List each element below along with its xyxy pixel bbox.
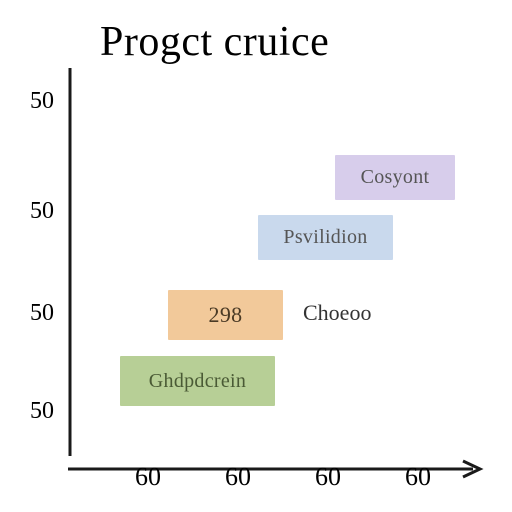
block-label: Cosyont [361,166,430,189]
block-label: 298 [209,302,243,328]
block-ghdpdcrein: Ghdpdcrein [120,356,275,406]
y-tick: 50 [30,198,54,225]
y-tick: 50 [30,88,54,115]
y-axis [68,68,71,468]
x-tick: 60 [135,462,161,492]
x-tick: 60 [405,462,431,492]
block-298: 298 [168,290,283,340]
block-cosyont: Cosyont [335,155,455,200]
block-psvilidion: Psvilidion [258,215,393,260]
side-label-choeoo: Choeoo [303,300,371,326]
y-tick: 50 [30,300,54,327]
x-axis [68,461,498,464]
chart-area: Progct cruice 50 50 50 50 60 60 60 60 Co… [0,0,512,512]
x-tick: 60 [315,462,341,492]
block-label: Ghdpdcrein [149,370,246,393]
block-label: Psvilidion [283,226,367,249]
x-tick: 60 [225,462,251,492]
chart-title: Progct cruice [100,18,329,66]
y-tick: 50 [30,398,54,425]
